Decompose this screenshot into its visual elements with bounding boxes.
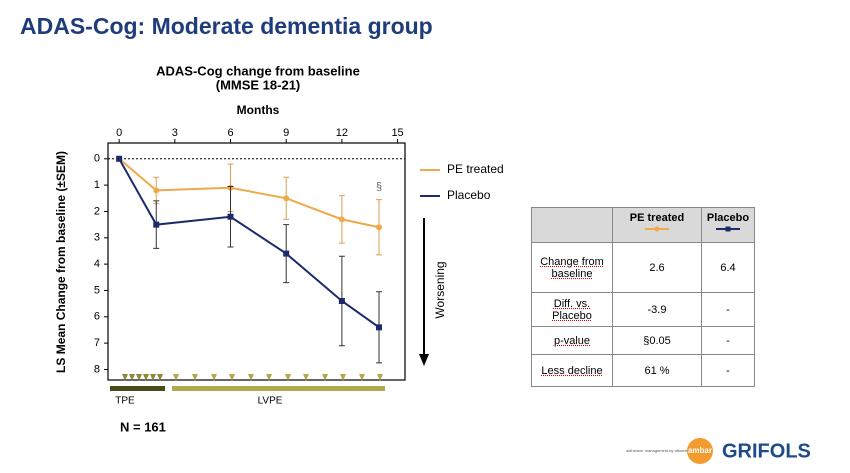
y-tick-label: 3 [94,232,100,244]
marker [153,221,160,228]
table-cell: §0.05 [612,326,702,355]
marker [153,187,160,194]
marker [376,224,383,231]
logo-tagline: alzheimer management by albumin replacem… [626,448,712,453]
plot-frame [107,142,406,381]
table-cell: -3.9 [612,292,702,327]
table-cell: Less decline [531,354,613,387]
header-cell: Placebo [701,207,755,243]
infusion-markers [122,374,383,381]
y-axis-label: LS Mean Change from baseline (±SEM) [54,151,68,373]
table-cell: 2.6 [612,242,702,293]
series-line [118,158,380,329]
legend-label: PE treated [447,162,504,176]
x-tick-label: 3 [172,127,178,139]
table-cell: - [701,326,755,355]
table-row: Less decline 61 % - [531,354,755,387]
y-tick-label: 2 [94,205,100,217]
tpe-bar [110,386,165,391]
table-header: PE treated Placebo [531,207,755,243]
header-text: Placebo [706,212,750,224]
table-cell: p-value [531,326,613,355]
marker [283,195,290,202]
x-tick-label: 15 [391,127,403,139]
x-tick-label: 12 [336,127,348,139]
header-cell: PE treated [612,207,702,243]
tpe-label: TPE [115,396,135,407]
table-cell: Change from baseline [531,242,613,293]
header-text: PE treated [629,212,685,224]
header-swatch [716,226,740,232]
marker [227,213,234,220]
chart-title: ADAS-Cog change from baseline [156,63,360,78]
arrow-head [419,354,429,366]
y-tick-label: 0 [94,153,100,165]
marker [338,298,345,304]
worsening-label: Worsening [433,261,447,318]
chart-subtitle: (MMSE 18-21) [216,77,301,92]
y-tick-label: 7 [94,337,100,349]
annotation: § [376,181,382,193]
y-tick-label: 8 [94,363,100,375]
table-cell: Diff. vs. Placebo [531,292,613,327]
x-tick-label: 9 [283,127,289,139]
y-tick-label: 4 [94,258,100,270]
x-tick-label: 0 [116,127,122,139]
y-tick-label: 5 [94,284,100,296]
header-swatch [645,226,669,232]
logo-brand: GRIFOLS [722,440,811,462]
x-tick-label: 6 [227,127,233,139]
summary-table: PE treated Placebo Change from baseline 2… [531,207,755,387]
marker [116,155,123,162]
slide-title: ADAS-Cog: Moderate dementia group [20,13,433,39]
lvpe-label: LVPE [258,396,283,407]
n-label: N = 161 [120,419,166,434]
lvpe-bar [172,386,385,391]
series-line [118,158,380,229]
y-tick-label: 6 [94,311,100,323]
legend-label: Placebo [447,188,491,202]
header-cell [531,207,613,243]
logo-badge [687,438,713,464]
table-row: p-value §0.05- [531,326,755,355]
marker [283,250,290,257]
table-cell: - [701,292,755,327]
logo-badge-text: ambar [688,446,712,455]
x-axis-label: Months [237,103,280,117]
table-cell: - [701,354,755,387]
table-row: Change from baseline 2.6 6.4 [531,242,755,293]
marker [338,216,345,223]
marker [376,324,383,331]
table-cell: 61 % [612,354,702,387]
table-cell: 6.4 [701,242,755,293]
table-row: Diff. vs. Placebo -3.9- [531,292,755,327]
y-tick-label: 1 [94,179,100,191]
